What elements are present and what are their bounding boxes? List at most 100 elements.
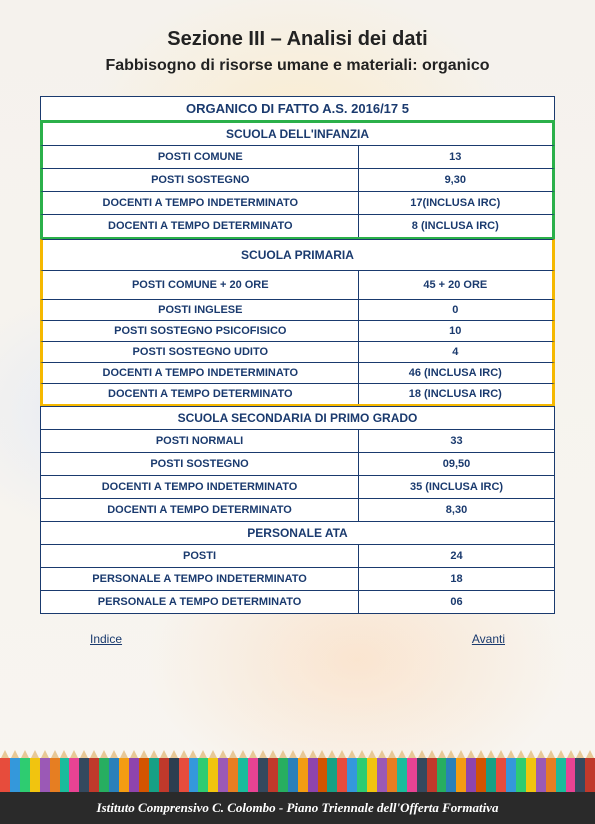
pencil-icon: [496, 758, 506, 796]
pencil-icon: [566, 758, 576, 796]
pencil-icon: [377, 758, 387, 796]
table-row: DOCENTI A TEMPO DETERMINATO8 (INCLUSA IR…: [40, 214, 555, 240]
table-row: POSTI SOSTEGNO9,30: [40, 168, 555, 192]
pencil-icon: [327, 758, 337, 796]
row-value: 4: [359, 342, 552, 362]
nav-prev-link[interactable]: Indice: [90, 632, 122, 646]
row-value: 06: [359, 591, 554, 613]
table-main-header-text: ORGANICO DI FATTO A.S. 2016/17 5: [186, 101, 409, 116]
pencil-icon: [79, 758, 89, 796]
page-content: Sezione III – Analisi dei dati Fabbisogn…: [0, 0, 595, 646]
pencil-icon: [476, 758, 486, 796]
pencil-icon: [536, 758, 546, 796]
section-subheader: PERSONALE ATA: [40, 521, 555, 545]
table-section: SCUOLA SECONDARIA DI PRIMO GRADO POSTI NO…: [40, 406, 555, 522]
pencil-icon: [367, 758, 377, 796]
page-subtitle: Fabbisogno di risorse umane e materiali:…: [40, 57, 555, 75]
pencil-icon: [268, 758, 278, 796]
pencil-icon: [208, 758, 218, 796]
pencil-icon: [109, 758, 119, 796]
row-label: POSTI SOSTEGNO UDITO: [43, 342, 359, 362]
pencil-icon: [40, 758, 50, 796]
pencil-icon: [198, 758, 208, 796]
table-row: POSTI NORMALI33: [40, 429, 555, 453]
row-label: DOCENTI A TEMPO DETERMINATO: [43, 215, 359, 237]
pencil-icon: [466, 758, 476, 796]
pencil-icon: [318, 758, 328, 796]
row-label: DOCENTI A TEMPO INDETERMINATO: [43, 363, 359, 383]
table-row: PERSONALE A TEMPO INDETERMINATO18: [40, 567, 555, 591]
row-value: 18 (INCLUSA IRC): [359, 384, 552, 404]
section-subheader-text: SCUOLA SECONDARIA DI PRIMO GRADO: [178, 411, 418, 425]
table-row: DOCENTI A TEMPO INDETERMINATO46 (INCLUSA…: [40, 362, 555, 384]
pencil-icon: [585, 758, 595, 796]
table-row: POSTI COMUNE13: [40, 145, 555, 169]
pencil-icon: [347, 758, 357, 796]
pencil-icon: [407, 758, 417, 796]
pencil-icon: [456, 758, 466, 796]
nav-next-link[interactable]: Avanti: [472, 632, 505, 646]
pencil-icon: [248, 758, 258, 796]
pencil-icon: [308, 758, 318, 796]
pencil-icon: [437, 758, 447, 796]
row-label: POSTI SOSTEGNO PSICOFISICO: [43, 321, 359, 341]
row-label: PERSONALE A TEMPO DETERMINATO: [41, 591, 359, 613]
pencil-icon: [119, 758, 129, 796]
row-label: POSTI COMUNE: [43, 146, 359, 168]
pencil-icon: [387, 758, 397, 796]
pencil-icon: [50, 758, 60, 796]
pencil-icon: [506, 758, 516, 796]
row-value: 35 (INCLUSA IRC): [359, 476, 554, 498]
row-label: POSTI SOSTEGNO: [43, 169, 359, 191]
table-row: PERSONALE A TEMPO DETERMINATO06: [40, 590, 555, 614]
table-row: POSTI24: [40, 544, 555, 568]
section-subheader-text: PERSONALE ATA: [247, 526, 347, 540]
table-section: PERSONALE ATA POSTI24PERSONALE A TEMPO IN…: [40, 521, 555, 614]
row-value: 10: [359, 321, 552, 341]
pencil-icon: [575, 758, 585, 796]
pencil-icon: [20, 758, 30, 796]
section-subheader: SCUOLA SECONDARIA DI PRIMO GRADO: [40, 406, 555, 430]
table-row: POSTI COMUNE + 20 ORE45 + 20 ORE: [40, 270, 555, 300]
row-label: POSTI: [41, 545, 359, 567]
row-label: PERSONALE A TEMPO INDETERMINATO: [41, 568, 359, 590]
row-value: 0: [359, 300, 552, 320]
row-label: POSTI NORMALI: [41, 430, 359, 452]
section-subheader: SCUOLA PRIMARIA: [40, 239, 555, 271]
row-value: 8 (INCLUSA IRC): [359, 215, 552, 237]
page-title: Sezione III – Analisi dei dati: [40, 28, 555, 51]
pencil-icon: [238, 758, 248, 796]
pencil-icon: [159, 758, 169, 796]
row-value: 13: [359, 146, 552, 168]
pencil-icon: [427, 758, 437, 796]
row-value: 18: [359, 568, 554, 590]
pencil-icon: [149, 758, 159, 796]
organico-table: ORGANICO DI FATTO A.S. 2016/17 5 SCUOLA …: [40, 96, 555, 614]
pencil-icon: [516, 758, 526, 796]
pencil-icon: [278, 758, 288, 796]
pencil-icon: [30, 758, 40, 796]
pencil-icon: [218, 758, 228, 796]
table-row: DOCENTI A TEMPO INDETERMINATO35 (INCLUSA…: [40, 475, 555, 499]
row-value: 46 (INCLUSA IRC): [359, 363, 552, 383]
section-subheader-text: SCUOLA PRIMARIA: [241, 248, 354, 262]
pencil-icon: [337, 758, 347, 796]
pencil-icon: [69, 758, 79, 796]
pencil-border: [0, 758, 595, 796]
table-row: POSTI SOSTEGNO09,50: [40, 452, 555, 476]
table-main-header: ORGANICO DI FATTO A.S. 2016/17 5: [40, 96, 555, 121]
row-label: POSTI COMUNE + 20 ORE: [43, 271, 359, 299]
pencil-icon: [189, 758, 199, 796]
row-label: DOCENTI A TEMPO DETERMINATO: [43, 384, 359, 404]
footer-text: Istituto Comprensivo C. Colombo - Piano …: [97, 800, 499, 816]
footer-bar: Istituto Comprensivo C. Colombo - Piano …: [0, 792, 595, 824]
row-value: 17(INCLUSA IRC): [359, 192, 552, 214]
row-label: POSTI INGLESE: [43, 300, 359, 320]
pencil-icon: [0, 758, 10, 796]
row-label: DOCENTI A TEMPO INDETERMINATO: [41, 476, 359, 498]
pencil-icon: [446, 758, 456, 796]
section-subheader: SCUOLA DELL'INFANZIA: [40, 120, 555, 146]
table-row: DOCENTI A TEMPO INDETERMINATO17(INCLUSA …: [40, 191, 555, 215]
row-value: 45 + 20 ORE: [359, 271, 552, 299]
pencil-icon: [357, 758, 367, 796]
